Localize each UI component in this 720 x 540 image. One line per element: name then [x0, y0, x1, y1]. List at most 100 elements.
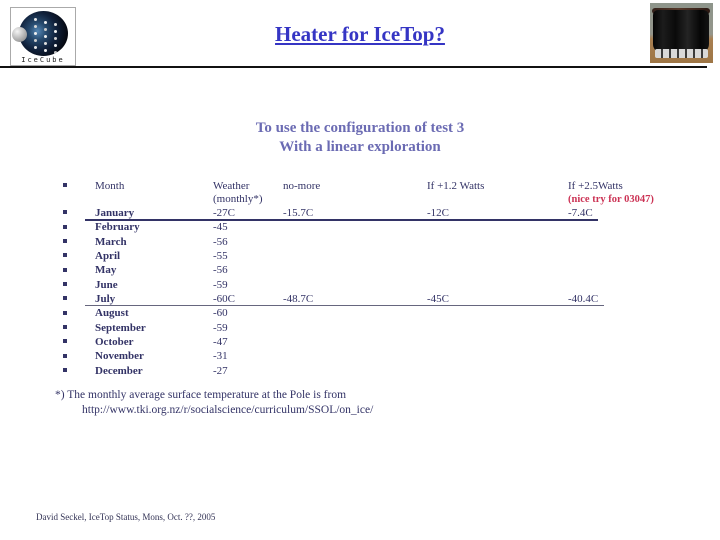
bullet-cell: [63, 263, 95, 277]
weather-header: Weather (monthly*): [213, 180, 283, 206]
if-1-2-cell: -45C: [427, 292, 449, 305]
sensor-sphere-icon: [12, 27, 27, 42]
if-1-2-cell: [427, 335, 568, 349]
footnote-line1: *) The monthly average surface temperatu…: [55, 388, 373, 403]
author-credit: David Seckel, IceTop Status, Mons, Oct. …: [36, 512, 216, 522]
if-1-2-cell: [427, 278, 568, 292]
if-1-2-watts-header: If +1.2 Watts: [427, 180, 485, 192]
weather-header-line1: Weather: [213, 180, 250, 192]
if-1-2-cell: [427, 249, 568, 263]
monthly-temperature-table: Month Weather (monthly*) no-more If +1.2…: [63, 180, 713, 378]
months-table-body: January -27C -15.7C -12C -7.4C February -45 Mar…: [63, 206, 713, 378]
weather-cell: -45: [213, 221, 228, 234]
if-2-5-cell: [568, 278, 713, 292]
if-2-5-cell: -40.4C: [568, 292, 599, 305]
weather-cell: -60C: [213, 292, 235, 305]
weather-cell: -59: [213, 278, 228, 291]
icecube-logo-caption: IceCube: [21, 56, 65, 64]
icecube-logo: IceCube: [10, 7, 76, 66]
if-2-5-cell: -7.4C: [568, 207, 593, 219]
if-1-2-cell: [427, 321, 568, 335]
if-1-2-cell: [427, 364, 568, 378]
table-row: February -45: [63, 220, 713, 234]
bullet-icon: [63, 210, 67, 215]
month-cell: July: [95, 292, 116, 305]
if-2-5-cell: [568, 306, 713, 320]
bullet-icon: [63, 224, 67, 229]
no-more-cell: [283, 235, 427, 249]
month-cell: December: [95, 364, 143, 377]
if-2-5-cell: [568, 263, 713, 277]
month-cell: September: [95, 321, 146, 334]
month-cell: June: [95, 278, 118, 291]
nice-try-note: (nice try for 03047): [568, 194, 654, 205]
bullet-icon: [63, 239, 67, 244]
if-2-5-cell: [568, 220, 713, 234]
subtitle-line2: With a linear exploration: [279, 139, 441, 155]
bullet-cell: [63, 321, 95, 335]
if-2-5-cell: [568, 364, 713, 378]
if-2-5-header-line1: If +2.5Watts: [568, 180, 623, 192]
footnote-marker: *): [55, 389, 65, 401]
bullet-cell: [63, 349, 95, 363]
bullet-cell: [63, 335, 95, 349]
no-more-cell: [283, 321, 427, 335]
sensor-dots-icon: [34, 18, 37, 21]
if-1-2-cell: [427, 263, 568, 277]
bullet-icon: [63, 253, 67, 258]
no-more-cell: -48.7C: [283, 292, 314, 305]
if-2-5-cell: [568, 321, 713, 335]
if-1-2-cell: -12C: [427, 207, 449, 219]
table-row: March -56: [63, 235, 713, 249]
bullet-cell: [63, 292, 95, 306]
no-more-cell: [283, 220, 427, 234]
bullet-icon: [63, 183, 67, 188]
july-row-underline: [85, 305, 604, 306]
bullet-icon: [63, 353, 67, 358]
table-row: December -27: [63, 364, 713, 378]
no-more-cell: [283, 249, 427, 263]
weather-cell: -47: [213, 335, 228, 348]
weather-cell: -56: [213, 235, 228, 248]
bullet-icon: [63, 339, 67, 344]
no-more-cell: [283, 364, 427, 378]
no-more-cell: [283, 306, 427, 320]
no-more-cell: -15.7C: [283, 207, 314, 219]
month-cell: August: [95, 307, 129, 320]
month-cell: February: [95, 221, 140, 234]
bullet-cell: [63, 220, 95, 234]
if-1-2-cell: [427, 220, 568, 234]
month-header: Month: [95, 180, 125, 192]
if-2-5-cell: [568, 335, 713, 349]
month-cell: October: [95, 335, 134, 348]
if-1-2-cell: [427, 235, 568, 249]
table-row: September -59: [63, 321, 713, 335]
no-more-cell: [283, 278, 427, 292]
tank-body-icon: [653, 10, 709, 53]
if-2-5-cell: [568, 235, 713, 249]
footnote-url: http://www.tki.org.nz/r/socialscience/cu…: [82, 404, 374, 416]
weather-cell: -27: [213, 364, 228, 377]
table-header-row: Month Weather (monthly*) no-more If +1.2…: [63, 180, 713, 206]
weather-cell: -56: [213, 264, 228, 277]
month-cell: January: [95, 207, 135, 219]
footnote: *) The monthly average surface temperatu…: [55, 388, 373, 418]
bullet-icon: [63, 267, 67, 272]
slide-subtitle: To use the configuration of test 3 With …: [0, 119, 720, 157]
table-row: August -60: [63, 306, 713, 320]
bullet-cell: [63, 249, 95, 263]
table-row: July -60C -48.7C -45C -40.4C: [63, 292, 713, 306]
table-row: November -31: [63, 349, 713, 363]
weather-cell: -31: [213, 350, 228, 363]
weather-cell: -55: [213, 249, 228, 262]
bullet-icon: [63, 310, 67, 315]
table-row: October -47: [63, 335, 713, 349]
if-2-5-watts-header: If +2.5Watts (nice try for 03047): [568, 180, 713, 206]
january-row-underline: [85, 219, 598, 221]
table-row: May -56: [63, 263, 713, 277]
bullet-icon: [63, 325, 67, 330]
weather-header-line2: (monthly*): [213, 193, 263, 205]
if-1-2-cell: [427, 306, 568, 320]
if-2-5-cell: [568, 249, 713, 263]
